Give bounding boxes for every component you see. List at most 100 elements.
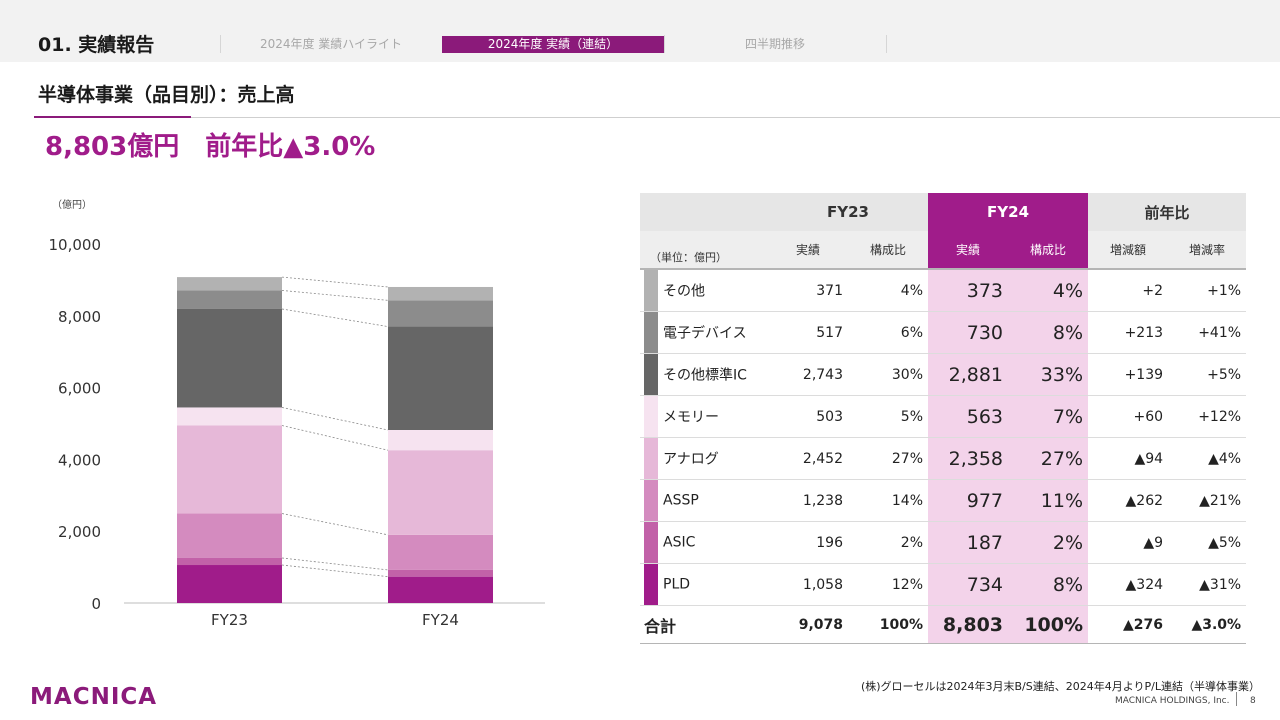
category-swatch	[644, 522, 658, 563]
tab-divider	[664, 35, 665, 53]
table-row: ASIC 196 2% 187 2% ▲9 ▲5%	[640, 521, 1247, 564]
tab-highlights[interactable]: 2024年度 業績ハイライト	[259, 37, 403, 51]
yoy-rate: ▲21%	[1168, 479, 1247, 522]
yoy-rate: +12%	[1168, 395, 1247, 438]
category-name: その他	[663, 283, 705, 300]
bar-segment	[177, 557, 282, 566]
yoy-diff: +139	[1088, 353, 1169, 396]
tab-quarterly[interactable]: 四半期推移	[744, 37, 805, 51]
bar-segment	[388, 569, 493, 577]
yoy-rate: ▲31%	[1168, 563, 1247, 606]
page-title: 半導体事業（品目別）：売上高	[38, 84, 295, 106]
category-swatch	[644, 270, 658, 311]
fy23-actual: 503	[768, 395, 848, 438]
y-tick-label: 0	[91, 595, 101, 613]
y-tick-label: 4,000	[58, 451, 101, 469]
table-total-row: 合計 9,078 100% 8,803 100% ▲276 ▲3.0%	[640, 605, 1247, 644]
bar-segment	[177, 308, 282, 408]
section-title: 01. 実績報告	[38, 34, 155, 56]
category-cell: PLD	[640, 563, 768, 606]
top-bar: 01. 実績報告 2024年度 業績ハイライト 2024年度 実績（連結） 四半…	[0, 0, 1280, 62]
subheader-fy24-ratio: 構成比	[1008, 231, 1089, 270]
connector-line	[281, 290, 389, 301]
company-name: MACNICA HOLDINGS, Inc.	[1115, 696, 1230, 706]
category-swatch	[644, 438, 658, 479]
fy23-ratio: 27%	[848, 437, 929, 480]
fy24-ratio: 7%	[1008, 395, 1089, 438]
fy24-ratio: 11%	[1008, 479, 1089, 522]
page-number: 8	[1250, 696, 1256, 706]
subheader-fy23-ratio: 構成比	[848, 231, 929, 270]
total-fy24-actual: 8,803	[928, 605, 1009, 644]
category-name: PLD	[663, 576, 691, 593]
category-swatch	[644, 396, 658, 437]
fy24-actual: 563	[928, 395, 1009, 438]
fy24-ratio: 2%	[1008, 521, 1089, 564]
connector-line	[281, 276, 389, 288]
table-row: アナログ 2,452 27% 2,358 27% ▲94 ▲4%	[640, 437, 1247, 480]
table-row: メモリー 503 5% 563 7% +60 +12%	[640, 395, 1247, 438]
yoy-diff: ▲262	[1088, 479, 1169, 522]
title-rule	[34, 117, 1280, 118]
fy24-ratio: 27%	[1008, 437, 1089, 480]
connector-line	[281, 557, 389, 571]
title-rule-accent	[34, 116, 191, 118]
category-name: ASIC	[663, 534, 696, 551]
yoy-rate: +1%	[1168, 269, 1247, 312]
y-unit-label: （億円）	[52, 198, 92, 211]
bar-segment	[177, 565, 282, 603]
total-fy24-ratio: 100%	[1008, 605, 1089, 644]
category-name: 電子デバイス	[663, 325, 747, 342]
fy23-ratio: 12%	[848, 563, 929, 606]
category-cell: ASIC	[640, 521, 768, 564]
bar-segment	[388, 534, 493, 570]
total-yoy-rate: ▲3.0%	[1168, 605, 1247, 644]
bar-segment	[177, 277, 282, 291]
category-cell: その他	[640, 269, 768, 312]
bar-segment	[177, 290, 282, 309]
unit-label: （単位：億円）	[640, 231, 768, 270]
category-cell: 電子デバイス	[640, 311, 768, 354]
fy24-actual: 977	[928, 479, 1009, 522]
bar-segment	[388, 576, 493, 603]
fy24-actual: 2,358	[928, 437, 1009, 480]
x-tick-label: FY24	[422, 611, 459, 629]
corner-cell	[640, 193, 768, 231]
y-tick-label: 8,000	[58, 308, 101, 326]
y-tick-label: 10,000	[49, 236, 102, 254]
header-yoy: 前年比	[1088, 193, 1247, 231]
category-name: その他標準IC	[663, 367, 747, 384]
category-cell: その他標準IC	[640, 353, 768, 396]
tab-results-consolidated[interactable]: 2024年度 実績（連結）	[442, 36, 664, 53]
fy23-actual: 196	[768, 521, 848, 564]
yoy-diff: ▲324	[1088, 563, 1169, 606]
fy23-actual: 371	[768, 269, 848, 312]
y-tick-label: 6,000	[58, 380, 101, 398]
headline-figure: 8,803億円 前年比▲3.0%	[45, 132, 376, 162]
header-fy23: FY23	[768, 193, 929, 231]
macnica-logo: MACNICA	[30, 684, 158, 710]
subheader-diff: 増減額	[1088, 231, 1169, 270]
fy24-ratio: 4%	[1008, 269, 1089, 312]
bar-segment	[177, 513, 282, 558]
bar-segment	[388, 300, 493, 327]
fy24-actual: 373	[928, 269, 1009, 312]
category-cell: ASSP	[640, 479, 768, 522]
tab-divider	[886, 35, 887, 53]
total-label: 合計	[640, 605, 768, 644]
fy23-ratio: 4%	[848, 269, 929, 312]
fy24-actual: 2,881	[928, 353, 1009, 396]
connector-line	[281, 564, 389, 578]
fy24-actual: 187	[928, 521, 1009, 564]
fy23-ratio: 14%	[848, 479, 929, 522]
category-swatch	[644, 312, 658, 353]
y-tick-label: 2,000	[58, 523, 101, 541]
yoy-rate: ▲4%	[1168, 437, 1247, 480]
table-row: PLD 1,058 12% 734 8% ▲324 ▲31%	[640, 563, 1247, 606]
fy23-ratio: 30%	[848, 353, 929, 396]
fy24-actual: 730	[928, 311, 1009, 354]
category-name: アナログ	[663, 451, 719, 468]
fy24-actual: 734	[928, 563, 1009, 606]
connector-line	[281, 308, 389, 327]
bar-segment	[177, 407, 282, 426]
